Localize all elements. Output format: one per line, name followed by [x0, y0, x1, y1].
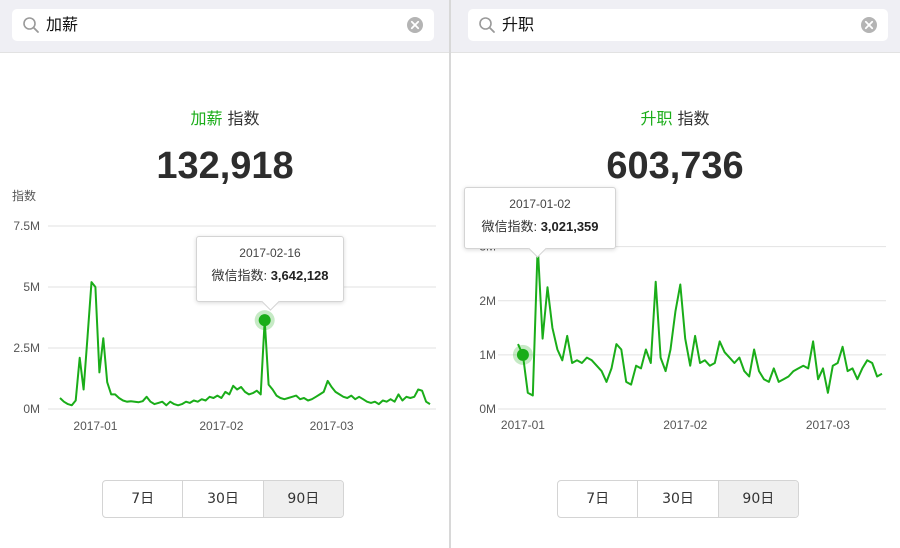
y-axis-title: 指数 [12, 188, 36, 203]
chart-tooltip: 2017-01-02 微信指数: 3,021,359 [464, 187, 616, 258]
range-button-7d[interactable]: 7日 [103, 481, 184, 517]
left-panel: 加薪 加薪 指数 132,918 指数 0M 2.5M 5M 7.5M 2017-01 20… [0, 0, 450, 548]
highlight-point [258, 314, 271, 327]
keyword-label: 升职 [640, 109, 673, 128]
range-button-30d[interactable]: 30日 [183, 481, 264, 517]
range-button-30d[interactable]: 30日 [638, 481, 719, 517]
clear-icon[interactable] [860, 16, 878, 34]
y-tick-label: 2.5M [13, 341, 40, 355]
index-suffix: 指数 [227, 109, 260, 128]
search-icon [22, 16, 40, 34]
y-tick-label: 1M [479, 348, 496, 362]
tooltip-value-line: 微信指数: 3,021,359 [465, 218, 615, 235]
series-line [59, 281, 431, 407]
right-panel: 升职 升职 指数 603,736 0M1M2M3M2017-012017-022… [450, 0, 900, 548]
chart-tooltip: 2017-02-16 微信指数: 3,642,128 [196, 236, 344, 311]
keyword-label: 加薪 [190, 109, 223, 128]
tooltip-value: 3,642,128 [270, 268, 329, 283]
index-title: 升职 指数 [450, 108, 900, 130]
x-tick-label: 2017-03 [806, 418, 850, 432]
clear-icon[interactable] [406, 16, 424, 34]
search-box[interactable]: 加薪 [12, 9, 434, 41]
y-tick-label: 7.5M [13, 219, 40, 233]
search-icon [478, 16, 496, 34]
tooltip-date: 2017-01-02 [509, 197, 571, 211]
search-bar: 加薪 [0, 0, 450, 53]
x-tick-label: 2017-01 [73, 419, 117, 433]
tooltip-date: 2017-02-16 [239, 246, 301, 260]
tooltip-value-line: 微信指数: 3,642,128 [197, 267, 343, 284]
y-tick-label: 0M [23, 402, 40, 416]
x-tick-label: 2017-02 [663, 418, 707, 432]
x-tick-label: 2017-03 [310, 419, 354, 433]
index-suffix: 指数 [677, 109, 710, 128]
x-tick-label: 2017-02 [199, 419, 243, 433]
panel-divider [449, 0, 451, 548]
search-box[interactable]: 升职 [468, 9, 888, 41]
range-button-90d[interactable]: 90日 [263, 481, 343, 517]
series-line [517, 244, 883, 397]
y-tick-label: 5M [23, 280, 40, 294]
search-input[interactable]: 升职 [502, 15, 535, 34]
range-button-90d[interactable]: 90日 [718, 481, 798, 517]
index-chart[interactable]: 指数 0M 2.5M 5M 7.5M 2017-01 2017-02 2017-03 [0, 0, 450, 548]
index-value: 603,736 [606, 145, 744, 187]
tooltip-label: 微信指数: [211, 268, 271, 283]
y-tick-label: 2M [479, 294, 496, 308]
highlight-point [516, 348, 529, 361]
index-title: 加薪 指数 [0, 108, 450, 130]
range-selector: 7日 30日 90日 [102, 480, 344, 518]
index-value: 132,918 [156, 145, 294, 187]
search-bar: 升职 [450, 0, 900, 53]
tooltip-label: 微信指数: [481, 219, 541, 234]
range-button-7d[interactable]: 7日 [558, 481, 639, 517]
y-tick-label: 0M [479, 402, 496, 416]
x-tick-label: 2017-01 [501, 418, 545, 432]
range-selector: 7日 30日 90日 [557, 480, 799, 518]
search-input[interactable]: 加薪 [46, 15, 79, 34]
tooltip-value: 3,021,359 [540, 219, 599, 234]
